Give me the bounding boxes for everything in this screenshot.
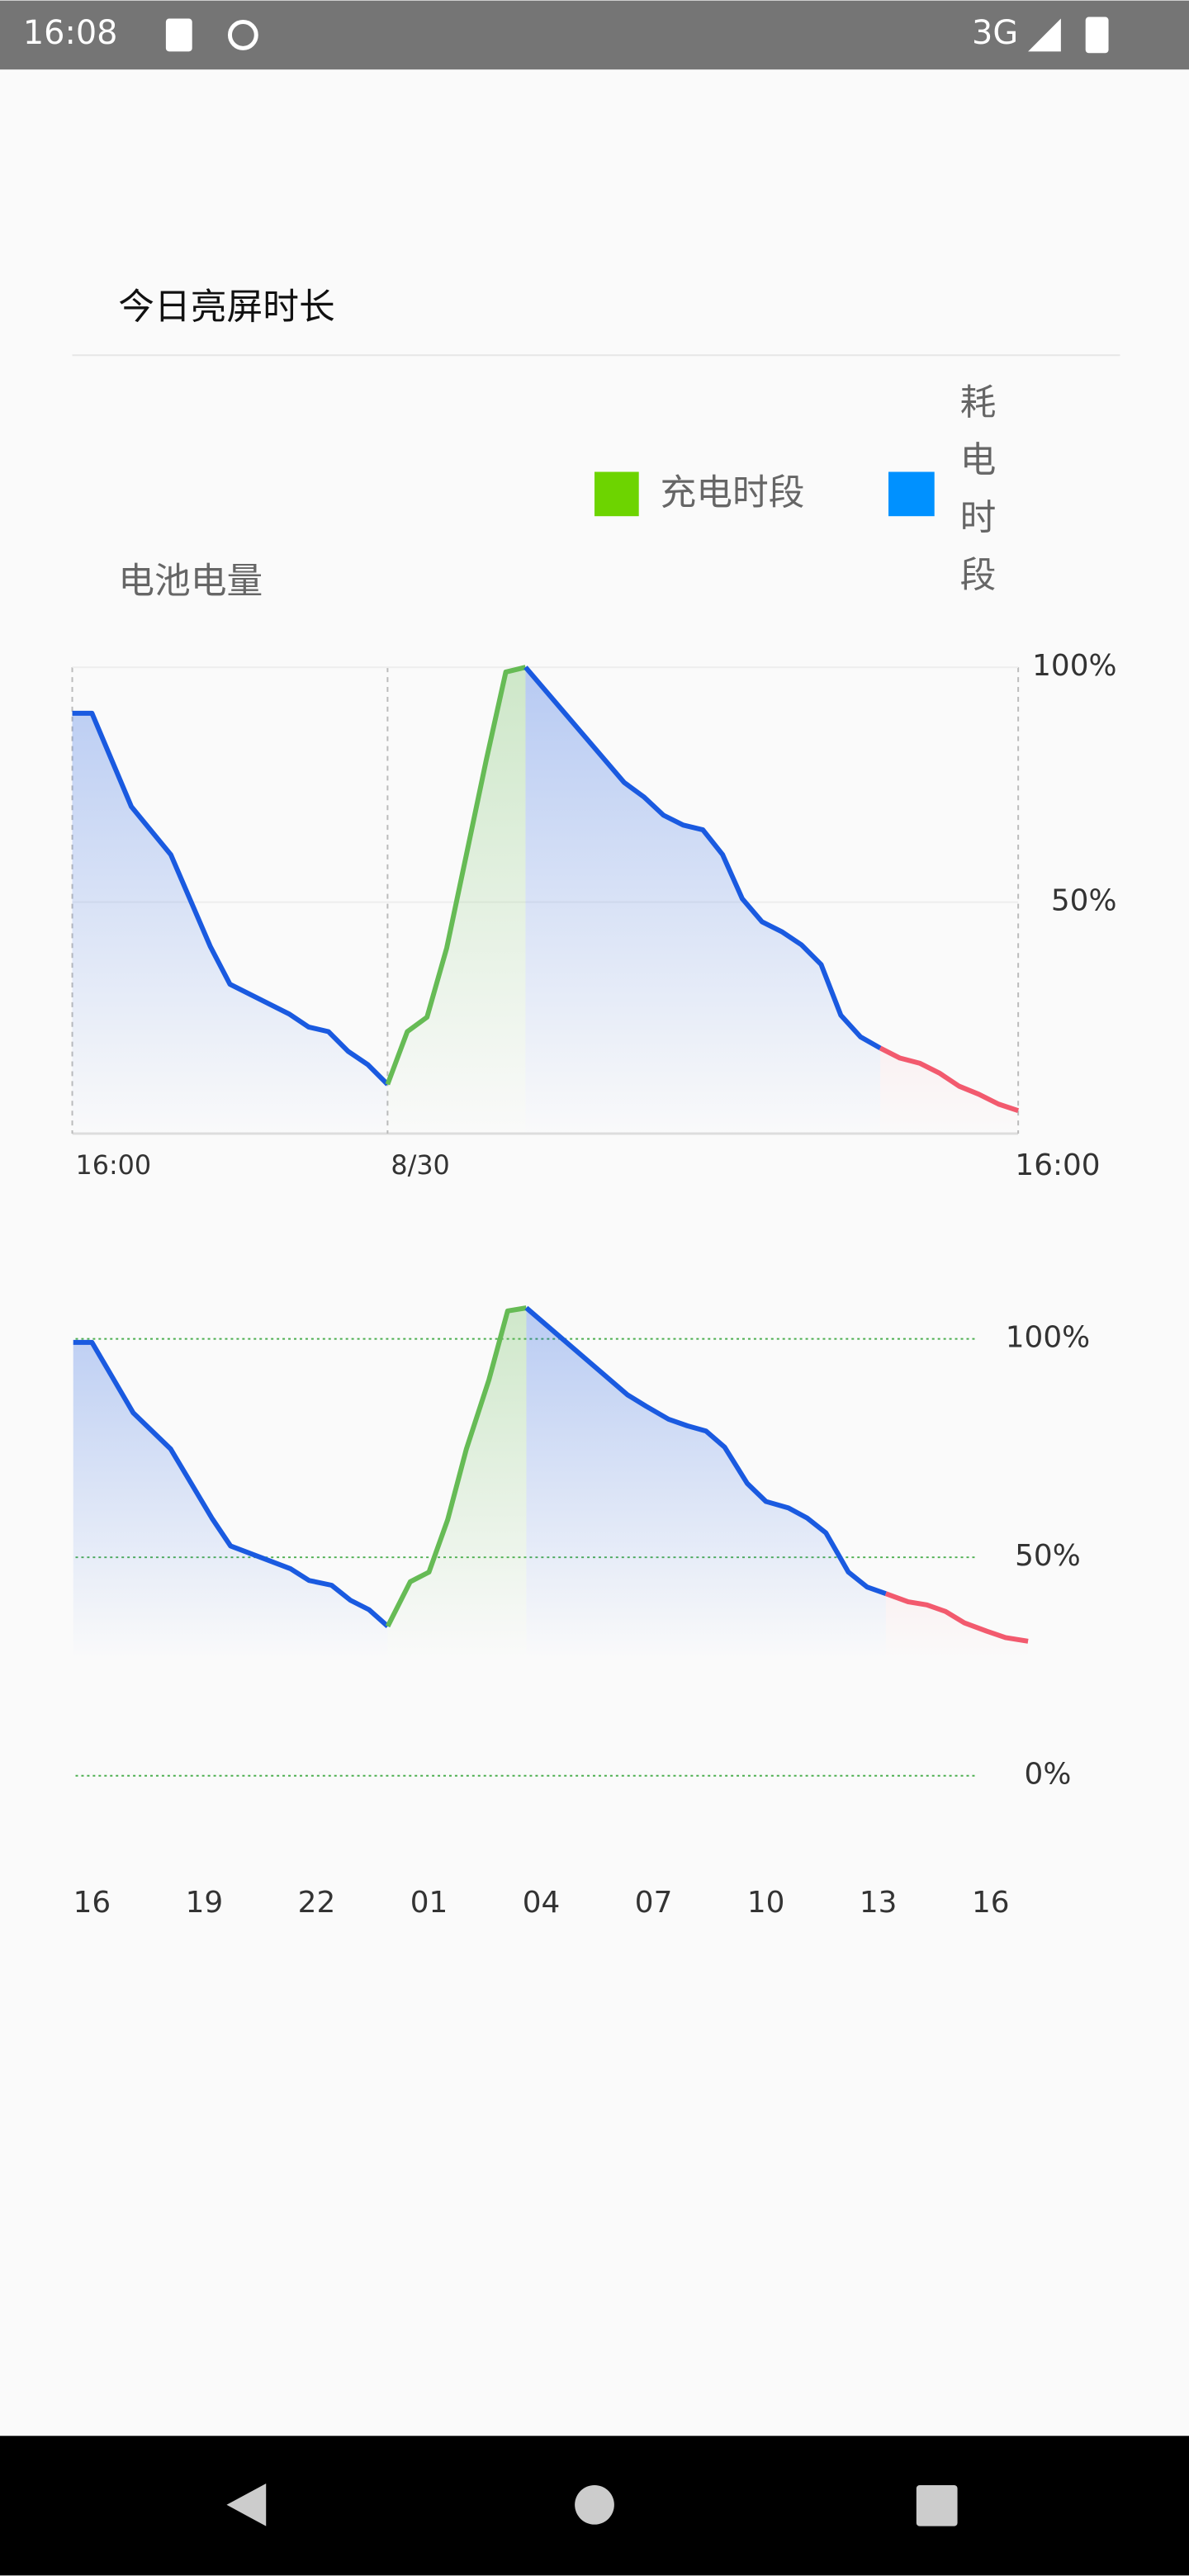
area: [526, 1308, 886, 1660]
line: [72, 710, 390, 1087]
status-time: 16:08: [23, 14, 118, 52]
y-tick-label: 50%: [1051, 884, 1117, 918]
y-tick-label: 100%: [1032, 649, 1116, 683]
line: [385, 665, 527, 1086]
status-bar: [0, 0, 1189, 70]
legend-label: 耗电时段: [953, 383, 995, 613]
area: [885, 1593, 1029, 1660]
legend-swatch: [888, 471, 935, 517]
x-tick-label: 19: [186, 1886, 224, 1920]
x-tick-label: 22: [298, 1886, 336, 1920]
chart-title: 电池电量: [118, 561, 263, 603]
recents-button[interactable]: [916, 2484, 958, 2526]
x-tick-label: 16:00: [75, 1149, 151, 1181]
x-tick-label: 10: [747, 1886, 785, 1920]
x-tick-label: 13: [860, 1886, 898, 1920]
line: [879, 1045, 1020, 1114]
home-button[interactable]: [575, 2484, 614, 2525]
line: [524, 1305, 887, 1596]
x-tick-label: 01: [410, 1886, 448, 1920]
area: [72, 713, 388, 1138]
back-button[interactable]: [226, 2483, 267, 2526]
section-title: 今日亮屏时长: [118, 286, 335, 329]
line: [523, 665, 882, 1051]
battery-icon: [1085, 17, 1109, 54]
line: [884, 1591, 1029, 1644]
line: [73, 1339, 390, 1628]
x-tick-label: 8/30: [391, 1149, 449, 1181]
area: [387, 1308, 527, 1660]
y-tick-label: 0%: [1025, 1758, 1072, 1792]
status-network: 3G: [972, 14, 1018, 52]
area: [73, 1342, 388, 1660]
x-tick-label: 04: [523, 1886, 561, 1920]
y-tick-label: 100%: [1006, 1321, 1090, 1355]
legend-swatch: [594, 471, 639, 517]
x-tick-label: 16:00: [1015, 1148, 1100, 1182]
x-tick-label: 07: [635, 1886, 673, 1920]
signal-icon: [1028, 18, 1061, 52]
x-tick-label: 16: [972, 1886, 1010, 1920]
line: [385, 1305, 527, 1628]
debug-icon: [227, 20, 258, 50]
legend-label: 充电时段: [661, 471, 805, 514]
y-tick-label: 50%: [1015, 1539, 1081, 1573]
sd-icon: [165, 18, 192, 52]
x-tick-label: 16: [73, 1886, 111, 1920]
area: [525, 667, 881, 1138]
area: [880, 1048, 1019, 1138]
